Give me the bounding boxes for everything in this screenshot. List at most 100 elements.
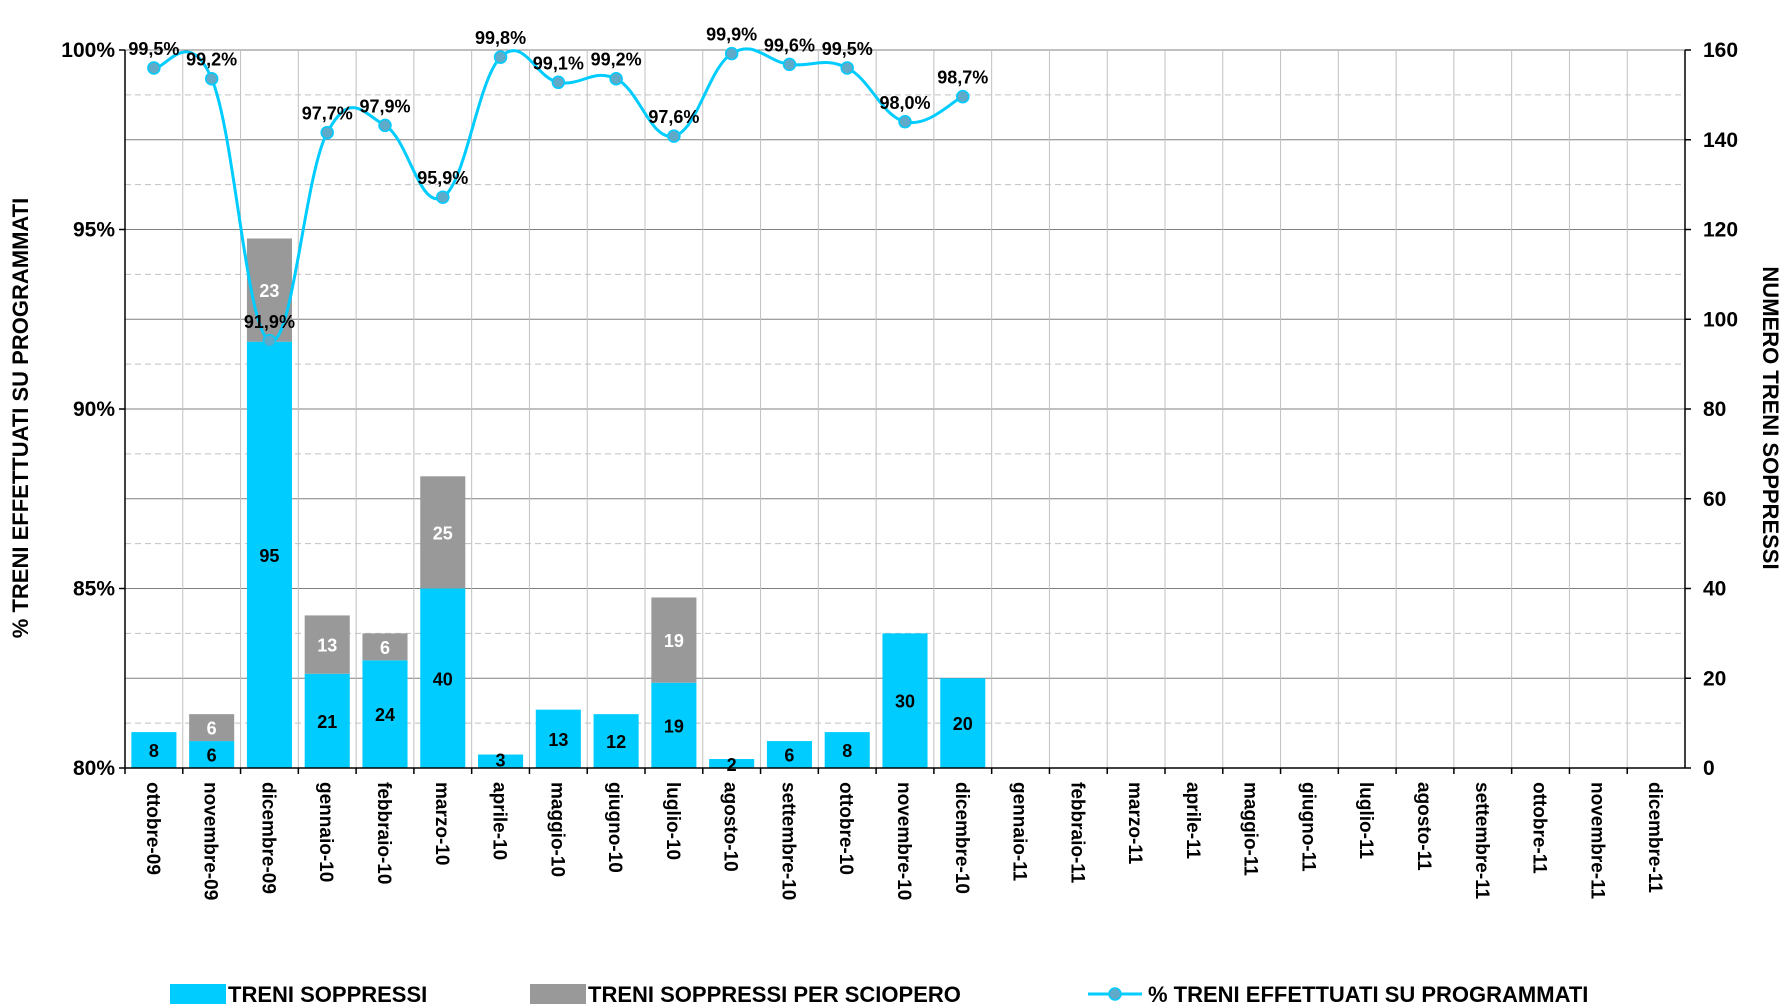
line-marker [667, 129, 681, 143]
legend-swatch-soppressi [170, 984, 226, 1004]
y-left-tick-label: 100% [61, 39, 115, 62]
line-marker [898, 115, 912, 129]
bar-soppressi [304, 673, 350, 768]
bar-label-soppressi: 2 [727, 755, 737, 775]
line-marker [436, 190, 450, 204]
x-tick-label: marzo-10 [431, 782, 452, 865]
x-tick-label: giugno-11 [1297, 782, 1318, 872]
grid-lines [124, 49, 1686, 769]
y-left-tick-label: 90% [73, 398, 115, 421]
bar-label-soppressi: 40 [433, 669, 453, 689]
bar-label-sciopero: 6 [380, 638, 390, 658]
x-tick-label: novembre-10 [893, 782, 914, 900]
bar-soppressi [940, 678, 986, 768]
line-marker [262, 334, 277, 348]
line-label: 97,9% [359, 96, 410, 116]
bar-label-soppressi: 3 [496, 751, 506, 771]
x-tick-label: maggio-10 [546, 782, 567, 877]
bar-label-soppressi: 95 [259, 546, 279, 566]
bar-sciopero [189, 714, 235, 742]
bar-label-soppressi: 6 [207, 746, 217, 766]
bar-label-soppressi: 19 [664, 716, 684, 736]
x-tick-label: settembre-11 [1471, 782, 1492, 900]
bar-label-soppressi: 24 [375, 705, 395, 725]
line-marker [840, 61, 854, 75]
line-label: 99,8% [475, 28, 526, 48]
bar-soppressi [362, 660, 408, 768]
bar-label-soppressi: 12 [606, 732, 626, 752]
legend-label-soppressi: TRENI SOPPRESSI [228, 982, 427, 1007]
y-left-tick-label: 80% [73, 757, 115, 780]
line-label: 97,7% [302, 104, 353, 124]
bar-soppressi [478, 754, 524, 768]
line-marker [320, 125, 334, 140]
bar-soppressi [882, 633, 928, 768]
x-tick-label: giugno-10 [604, 782, 625, 873]
bar-soppressi [593, 714, 639, 768]
line-label: 99,5% [822, 39, 873, 59]
line-label: 98,7% [937, 68, 988, 88]
bar-label-soppressi: 21 [317, 712, 337, 732]
y-right-tick-label: 100 [1703, 308, 1738, 331]
bar-label-soppressi: 8 [149, 741, 159, 761]
line-label: 95,9% [417, 168, 468, 188]
line-label: 99,2% [186, 50, 237, 70]
line-label: 97,6% [648, 107, 699, 127]
bar-soppressi [651, 682, 697, 768]
bar-soppressi [189, 741, 235, 768]
bar-sciopero [420, 476, 466, 589]
x-tick-label: febbraio-10 [373, 782, 394, 884]
legend-label-sciopero: TRENI SOPPRESSI PER SCIOPERO [588, 982, 961, 1007]
bar-label-sciopero: 25 [433, 523, 453, 543]
bar-soppressi [709, 759, 755, 768]
y-right-tick-label: 40 [1703, 578, 1726, 601]
legend-marker-percent [1108, 987, 1122, 1001]
x-tick-label: marzo-11 [1124, 782, 1145, 865]
line-label: 99,1% [533, 53, 584, 73]
bar-soppressi [766, 741, 812, 768]
bar-label-sciopero: 19 [664, 631, 684, 651]
x-tick-label: aprile-11 [1182, 782, 1203, 860]
line-label: 91,9% [244, 312, 295, 332]
x-tick-label: dicembre-09 [257, 782, 278, 894]
x-tick-label: luglio-10 [662, 782, 683, 860]
line-label: 98,0% [879, 93, 930, 113]
bar-soppressi [824, 732, 870, 768]
line-marker [956, 89, 970, 104]
bar-soppressi [535, 709, 581, 768]
y-right-tick-label: 80 [1703, 398, 1726, 421]
x-tick-label: ottobre-09 [142, 782, 163, 875]
y-left-tick-label: 85% [73, 578, 115, 601]
bar-label-soppressi: 30 [895, 692, 915, 712]
y-right-tick-label: 20 [1703, 667, 1726, 690]
bar-sciopero [304, 615, 350, 674]
line-label: 99,2% [591, 50, 642, 70]
y-left-tick-label: 95% [73, 219, 115, 242]
bar-label-soppressi: 6 [784, 746, 794, 766]
x-tick-label: agosto-10 [720, 782, 741, 872]
legend-swatch-sciopero [530, 984, 586, 1004]
line-marker [724, 46, 739, 61]
bars-group: 8 6 6 95 23 21 13 24 6 40 25 3 13 12 19 19 2 6 8 30 20 [131, 238, 986, 775]
bar-label-soppressi: 13 [548, 730, 568, 750]
bar-label-sciopero: 6 [207, 719, 217, 739]
bar-soppressi [246, 341, 292, 768]
legend: TRENI SOPPRESSI TRENI SOPPRESSI PER SCIO… [170, 982, 1588, 1007]
bar-label-soppressi: 8 [842, 741, 852, 761]
line-marker [551, 75, 566, 90]
y-axis-right-title: NUMERO TRENI SOPPRESSI [1758, 266, 1783, 569]
line-label: 99,9% [706, 25, 757, 45]
y-axis-left-title: % TRENI EFFETTUATI SU PROGRAMMATI [8, 198, 33, 638]
x-tick-label: gennaio-10 [315, 782, 336, 882]
line-marker [204, 71, 219, 86]
line-marker [609, 71, 623, 86]
x-tick-label: maggio-11 [1240, 782, 1261, 876]
bar-soppressi [131, 732, 177, 768]
x-tick-label: agosto-11 [1413, 782, 1434, 871]
x-tick-label: luglio-11 [1355, 782, 1376, 860]
x-tick-label: novembre-09 [200, 782, 221, 900]
y-right-tick-label: 120 [1703, 219, 1738, 242]
line-marker [378, 118, 392, 133]
x-tick-label: dicembre-11 [1644, 782, 1665, 893]
